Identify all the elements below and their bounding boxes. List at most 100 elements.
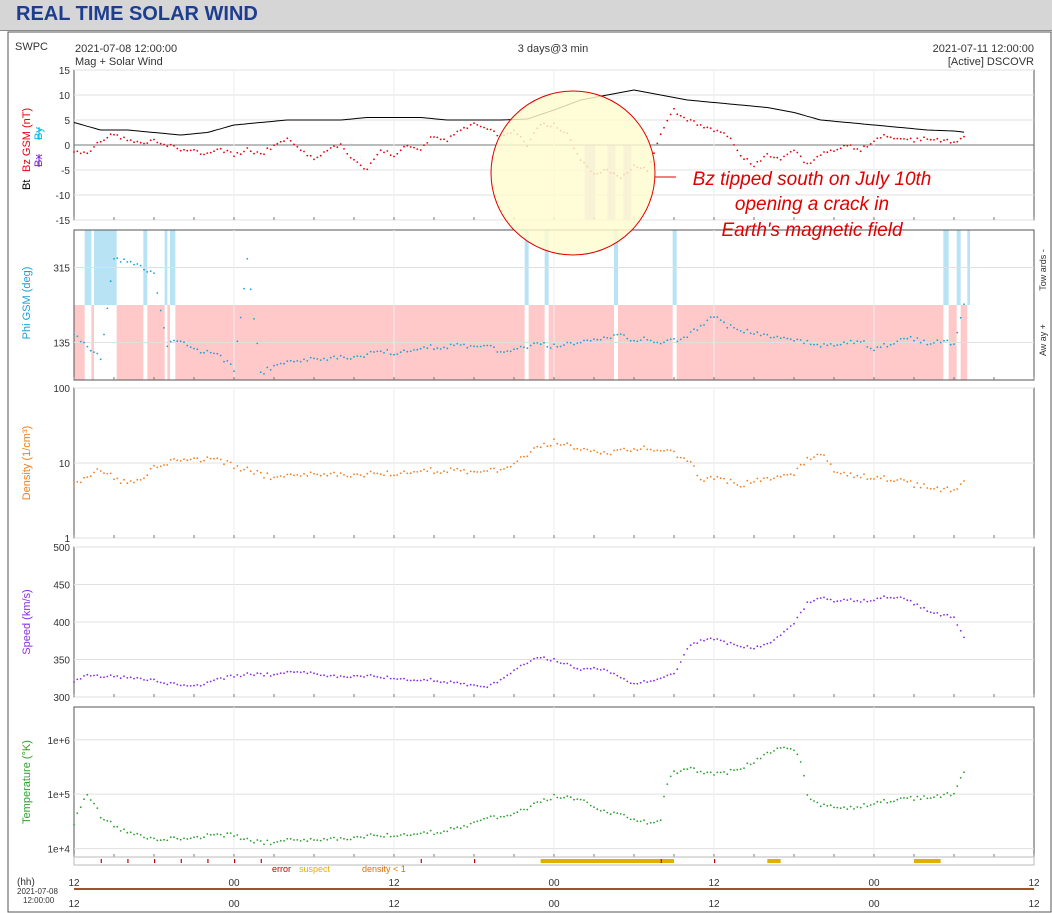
- data-point: [146, 837, 149, 840]
- data-point: [379, 835, 382, 838]
- axis-time: 12:00:00: [23, 896, 55, 905]
- data-point: [169, 836, 172, 839]
- data-point: [109, 674, 112, 676]
- data-point: [673, 770, 675, 773]
- data-point: [959, 137, 962, 140]
- data-point: [826, 460, 829, 462]
- data-point: [679, 661, 682, 663]
- data-point: [93, 674, 95, 677]
- data-point: [173, 836, 175, 839]
- x-tick-label-bottom: 00: [228, 899, 240, 910]
- data-point: [116, 257, 119, 259]
- data-point: [763, 753, 765, 756]
- data-point: [256, 151, 259, 153]
- data-point: [863, 473, 865, 475]
- data-point: [326, 359, 329, 361]
- data-point: [233, 370, 235, 373]
- data-point: [323, 357, 325, 360]
- data-point: [903, 479, 905, 481]
- data-point: [939, 140, 942, 143]
- data-point: [886, 135, 889, 138]
- data-point: [213, 833, 215, 836]
- data-point: [716, 475, 719, 478]
- data-point: [946, 138, 949, 141]
- data-point: [796, 467, 799, 470]
- data-point: [416, 348, 419, 351]
- data-point: [143, 477, 145, 480]
- data-point: [123, 478, 125, 481]
- data-point: [659, 819, 662, 822]
- data-point: [136, 263, 139, 265]
- data-point: [179, 838, 182, 841]
- data-point: [613, 811, 615, 814]
- panel-speed: 500 450 400 350 300: [53, 543, 1035, 704]
- data-point: [503, 676, 505, 679]
- data-point: [963, 480, 965, 482]
- axis-date: 2021-07-08: [17, 887, 58, 896]
- data-point: [683, 116, 685, 119]
- data-point: [923, 339, 925, 342]
- data-point: [413, 470, 415, 473]
- data-point: [459, 827, 462, 830]
- data-point: [713, 316, 715, 319]
- data-point: [886, 801, 889, 804]
- data-point: [356, 674, 359, 677]
- data-point: [379, 473, 382, 476]
- data-point: [953, 489, 955, 491]
- data-point: [159, 142, 162, 145]
- data-point: [576, 798, 579, 800]
- data-point: [426, 832, 429, 835]
- data-point: [263, 153, 265, 156]
- data-point: [76, 335, 79, 338]
- data-point: [609, 337, 612, 340]
- data-point: [263, 674, 265, 677]
- data-point: [186, 685, 189, 687]
- data-point: [246, 672, 249, 674]
- data-point: [479, 471, 482, 473]
- data-point: [806, 162, 809, 165]
- data-point: [83, 675, 85, 677]
- data-point: [259, 840, 262, 842]
- data-point: [813, 343, 815, 346]
- data-point: [713, 130, 715, 133]
- data-point: [719, 477, 722, 480]
- data-point: [533, 802, 535, 805]
- data-point: [223, 151, 225, 154]
- data-point: [466, 472, 469, 475]
- data-point: [383, 677, 385, 680]
- data-point: [419, 832, 422, 835]
- data-point: [823, 343, 825, 345]
- data-point: [529, 805, 532, 808]
- data-point: [923, 606, 925, 609]
- data-point: [643, 336, 645, 339]
- data-point: [246, 147, 249, 149]
- y-tick-label: 5: [64, 116, 70, 127]
- data-point: [299, 840, 302, 842]
- data-point: [699, 124, 702, 126]
- data-point: [639, 681, 642, 684]
- data-point: [709, 637, 712, 640]
- data-point: [813, 456, 815, 458]
- data-point: [793, 622, 795, 625]
- data-point: [869, 477, 872, 480]
- data-point: [233, 835, 235, 837]
- data-point: [819, 345, 822, 348]
- data-point: [623, 447, 625, 450]
- data-point: [849, 598, 852, 600]
- data-point: [193, 836, 195, 839]
- error-mark: [234, 859, 236, 863]
- data-point: [686, 460, 689, 463]
- data-point: [763, 477, 765, 480]
- data-point: [809, 343, 812, 346]
- data-point: [839, 600, 842, 602]
- data-point: [739, 768, 742, 770]
- data-point: [159, 681, 162, 684]
- data-point: [763, 333, 765, 335]
- data-point: [943, 139, 945, 142]
- data-point: [109, 472, 112, 475]
- bz-label: Bz GSM (nT): [21, 108, 33, 172]
- data-point: [293, 360, 295, 363]
- data-point: [943, 793, 945, 796]
- data-point: [899, 338, 902, 340]
- data-point: [426, 142, 429, 144]
